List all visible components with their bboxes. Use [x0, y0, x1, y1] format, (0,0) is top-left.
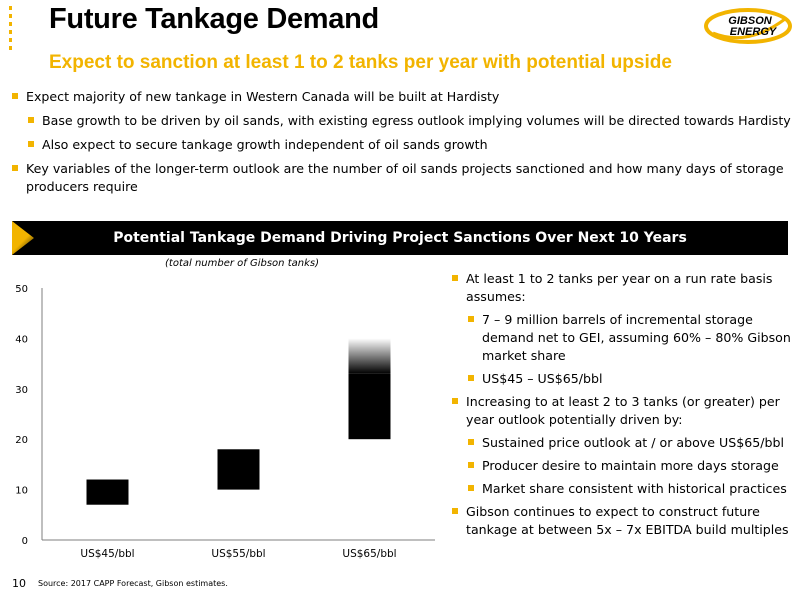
- bar-range: [348, 373, 391, 440]
- top-bullets: Expect majority of new tankage in Wester…: [12, 88, 792, 202]
- bullet-increasing-outlook: Increasing to at least 2 to 3 tanks (or …: [452, 393, 794, 429]
- side-accent-dots: [6, 4, 16, 60]
- tankage-range-chart: 0 10 20 30 40 50 US$45/bbl US$55/bbl US$65/bbl: [15, 284, 435, 560]
- gibson-energy-logo: GIBSON ENERGY: [704, 8, 792, 44]
- chart-note: (total number of Gibson tanks): [165, 258, 319, 269]
- source-note: Source: 2017 CAPP Forecast, Gibson estim…: [38, 579, 228, 588]
- y-tick-label: 20: [15, 435, 28, 446]
- bullet-sustained-price: Sustained price outlook at / or above US…: [468, 434, 794, 452]
- bullet-price-range: US$45 – US$65/bbl: [468, 370, 794, 388]
- x-tick-label: US$45/bbl: [80, 548, 134, 560]
- bullet-incremental-storage: 7 – 9 million barrels of incremental sto…: [468, 311, 794, 365]
- bullet-independent-growth: Also expect to secure tankage growth ind…: [28, 136, 792, 154]
- logo-line1: GIBSON: [728, 15, 772, 27]
- chart-banner: Potential Tankage Demand Driving Project…: [12, 221, 788, 255]
- bar-range: [217, 449, 260, 490]
- page-number: 10: [12, 577, 26, 590]
- bar-upside: [348, 338, 391, 374]
- bullet-market-share: Market share consistent with historical …: [468, 480, 794, 498]
- x-tick-label: US$55/bbl: [211, 548, 265, 560]
- page-subtitle: Expect to sanction at least 1 to 2 tanks…: [49, 52, 672, 73]
- bullet-producer-desire: Producer desire to maintain more days st…: [468, 457, 794, 475]
- banner-title: Potential Tankage Demand Driving Project…: [113, 230, 687, 246]
- x-tick-label: US$65/bbl: [342, 548, 396, 560]
- bullet-build-multiples: Gibson continues to expect to construct …: [452, 503, 794, 539]
- bar-range: [86, 479, 129, 505]
- y-tick-label: 10: [15, 486, 28, 497]
- logo-line2: ENERGY: [730, 26, 778, 38]
- bullet-hardisty: Expect majority of new tankage in Wester…: [12, 88, 792, 106]
- bullet-key-variables: Key variables of the longer-term outlook…: [12, 160, 792, 196]
- page-title: Future Tankage Demand: [49, 3, 379, 35]
- bullet-run-rate: At least 1 to 2 tanks per year on a run …: [452, 270, 794, 306]
- bullet-oil-sands-growth: Base growth to be driven by oil sands, w…: [28, 112, 792, 130]
- y-tick-label: 30: [15, 385, 28, 396]
- right-bullets: At least 1 to 2 tanks per year on a run …: [452, 270, 794, 544]
- y-tick-label: 50: [15, 284, 28, 295]
- y-tick-label: 40: [15, 334, 28, 345]
- y-tick-label: 0: [22, 536, 28, 547]
